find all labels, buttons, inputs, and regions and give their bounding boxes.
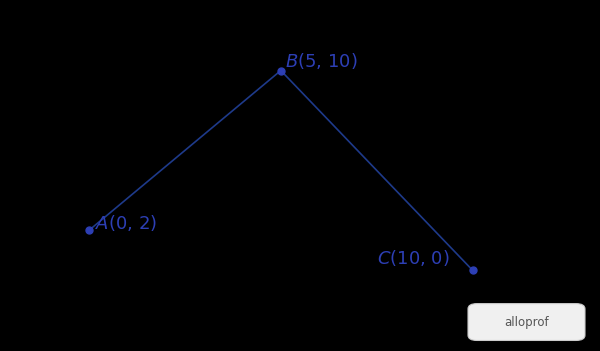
Text: $\mathit{B}$(5, 10): $\mathit{B}$(5, 10) — [286, 51, 358, 71]
Text: alloprof: alloprof — [504, 316, 549, 329]
Text: $\mathit{A}$(0, 2): $\mathit{A}$(0, 2) — [95, 213, 157, 233]
Text: $\mathit{C}$(10, 0): $\mathit{C}$(10, 0) — [377, 249, 449, 269]
